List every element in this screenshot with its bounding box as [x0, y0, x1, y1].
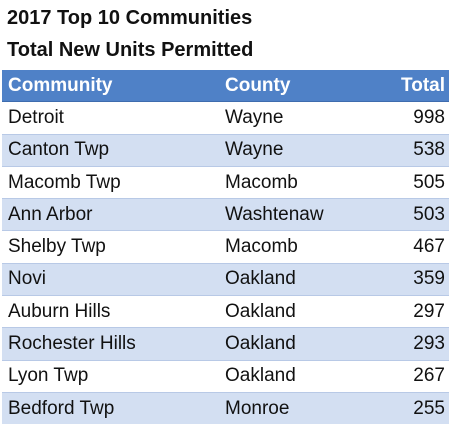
- table-row: Shelby Twp Macomb 467: [2, 230, 449, 264]
- cell-community: Bedford Twp: [8, 397, 115, 419]
- cell-county: Oakland: [221, 263, 375, 297]
- table-row: Macomb Twp Macomb 505: [2, 166, 449, 200]
- table-row: Canton Twp Wayne 538: [2, 134, 449, 167]
- title-line-1: 2017 Top 10 Communities: [7, 7, 253, 29]
- cell-total: 267: [375, 360, 449, 393]
- table-row: Novi Oakland 359: [2, 263, 449, 297]
- cell-total: 255: [413, 397, 445, 419]
- header-row: Community County Total: [2, 70, 449, 103]
- header-community: Community: [2, 70, 221, 103]
- title-line-2: Total New Units Permitted: [7, 39, 254, 61]
- cell-total: 503: [375, 198, 449, 232]
- table-header: Community County Total: [2, 70, 449, 103]
- cell-community: Canton Twp: [2, 134, 221, 167]
- table-row: Bedford Twp Monroe 255: [2, 392, 449, 425]
- cell-county: Wayne: [221, 134, 375, 167]
- cell-community: Shelby Twp: [2, 230, 221, 264]
- cell-community: Rochester Hills: [2, 327, 221, 361]
- cell-community: Novi: [2, 263, 221, 297]
- cell-county: Macomb: [221, 166, 375, 200]
- cell-total: 998: [375, 101, 449, 135]
- cell-county: Oakland: [221, 327, 375, 361]
- cell-county: Oakland: [221, 360, 375, 393]
- cell-community: Macomb Twp: [2, 166, 221, 200]
- cell-community: Auburn Hills: [2, 295, 221, 329]
- table-row: Lyon Twp Oakland 267: [2, 360, 449, 393]
- table-row: Rochester Hills Oakland 293: [2, 327, 449, 361]
- cell-total: 297: [375, 295, 449, 329]
- cell-community: Lyon Twp: [2, 360, 221, 393]
- cell-total: 359: [375, 263, 449, 297]
- table-body: Detroit Wayne 998 Canton Twp Wayne 538 M…: [2, 101, 449, 425]
- cell-county: Washtenaw: [221, 198, 375, 232]
- cell-community: Ann Arbor: [2, 198, 221, 232]
- table-row: Auburn Hills Oakland 297: [2, 295, 449, 329]
- header-county: County: [221, 70, 375, 103]
- cell-community: Detroit: [2, 101, 221, 135]
- table-row: Ann Arbor Washtenaw 503: [2, 198, 449, 232]
- table-row: Detroit Wayne 998: [2, 101, 449, 135]
- cell-total: 467: [375, 230, 449, 264]
- cell-total: 505: [375, 166, 449, 200]
- cell-county: Oakland: [221, 295, 375, 329]
- cell-county: Wayne: [221, 101, 375, 135]
- header-total: Total: [375, 70, 449, 103]
- cell-county: Monroe: [225, 397, 290, 419]
- units-table: Community County Total Detroit Wayne 998…: [2, 70, 449, 425]
- cell-county: Macomb: [221, 230, 375, 264]
- cell-total: 538: [375, 134, 449, 167]
- cell-total: 293: [375, 327, 449, 361]
